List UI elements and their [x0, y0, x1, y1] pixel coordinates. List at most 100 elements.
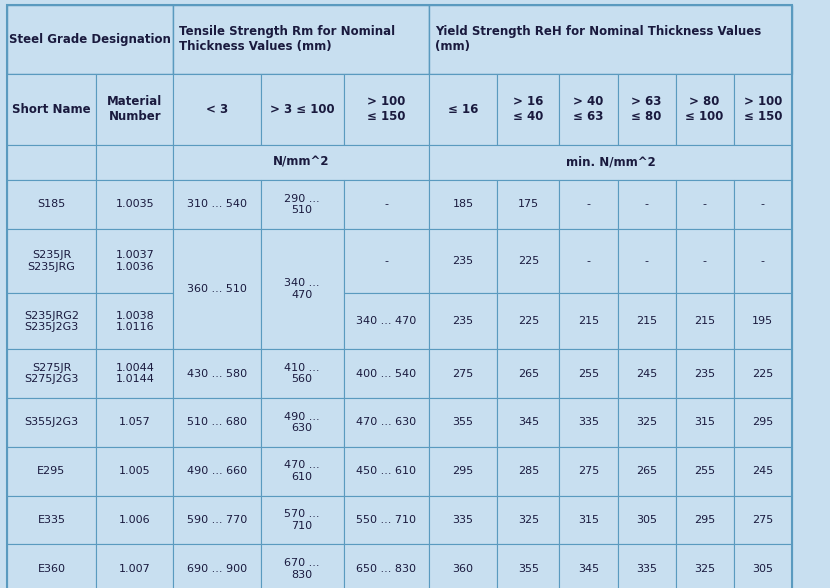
Text: > 100
≤ 150: > 100 ≤ 150: [744, 95, 782, 123]
Bar: [559, 447, 618, 496]
Text: Tensile Strength Rm for Nominal
Thickness Values (mm): Tensile Strength Rm for Nominal Thicknes…: [179, 25, 395, 54]
Bar: [676, 229, 734, 293]
Bar: [676, 544, 734, 588]
Bar: [618, 544, 676, 588]
Bar: [96, 496, 173, 544]
Text: 215: 215: [636, 316, 657, 326]
Text: > 16
≤ 40: > 16 ≤ 40: [513, 95, 544, 123]
Bar: [497, 496, 559, 544]
Text: -: -: [384, 199, 388, 209]
Bar: [261, 180, 344, 229]
Text: -: -: [587, 199, 590, 209]
Bar: [173, 145, 429, 180]
Bar: [429, 74, 497, 145]
Bar: [344, 293, 429, 349]
Bar: [261, 544, 344, 588]
Text: 245: 245: [752, 466, 774, 476]
Text: -: -: [703, 256, 706, 266]
Bar: [344, 349, 429, 398]
Bar: [429, 349, 497, 398]
Bar: [618, 398, 676, 447]
Bar: [96, 349, 173, 398]
Bar: [497, 544, 559, 588]
Bar: [559, 229, 618, 293]
Text: 335: 335: [636, 564, 657, 574]
Text: E335: E335: [37, 515, 66, 525]
Bar: [261, 229, 344, 349]
Text: -: -: [703, 199, 706, 209]
Text: S355J2G3: S355J2G3: [24, 417, 79, 427]
Bar: [429, 496, 497, 544]
Bar: [344, 180, 429, 229]
Text: 690 ... 900: 690 ... 900: [187, 564, 247, 574]
Text: 1.0038
1.0116: 1.0038 1.0116: [115, 310, 154, 332]
Text: 235: 235: [452, 256, 474, 266]
Text: 1.057: 1.057: [119, 417, 151, 427]
Text: 185: 185: [452, 199, 474, 209]
Text: Yield Strength ReH for Nominal Thickness Values
(mm): Yield Strength ReH for Nominal Thickness…: [435, 25, 761, 54]
Text: 315: 315: [578, 515, 599, 525]
Text: -: -: [384, 256, 388, 266]
Bar: [7, 229, 96, 293]
Text: 295: 295: [452, 466, 474, 476]
Bar: [7, 5, 173, 74]
Text: 295: 295: [694, 515, 715, 525]
Bar: [559, 74, 618, 145]
Bar: [173, 349, 261, 398]
Bar: [618, 293, 676, 349]
Bar: [618, 229, 676, 293]
Bar: [497, 349, 559, 398]
Bar: [96, 229, 173, 293]
Bar: [497, 74, 559, 145]
Text: min. N/mm^2: min. N/mm^2: [565, 156, 656, 169]
Text: 265: 265: [518, 369, 539, 379]
Text: 355: 355: [452, 417, 474, 427]
Bar: [497, 398, 559, 447]
Bar: [618, 496, 676, 544]
Bar: [96, 180, 173, 229]
Text: N/mm^2: N/mm^2: [273, 156, 330, 169]
Bar: [173, 544, 261, 588]
Bar: [344, 544, 429, 588]
Bar: [734, 180, 792, 229]
Text: -: -: [587, 256, 590, 266]
Text: ≤ 16: ≤ 16: [448, 103, 478, 116]
Bar: [7, 544, 96, 588]
Bar: [173, 74, 261, 145]
Bar: [676, 180, 734, 229]
Bar: [344, 398, 429, 447]
Bar: [261, 447, 344, 496]
Bar: [676, 447, 734, 496]
Text: 355: 355: [518, 564, 539, 574]
Text: 215: 215: [578, 316, 599, 326]
Bar: [344, 229, 429, 293]
Text: -: -: [645, 256, 648, 266]
Text: 225: 225: [518, 316, 539, 326]
Bar: [96, 398, 173, 447]
Text: 490 ... 660: 490 ... 660: [187, 466, 247, 476]
Bar: [734, 544, 792, 588]
Bar: [618, 74, 676, 145]
Text: S185: S185: [37, 199, 66, 209]
Text: 325: 325: [636, 417, 657, 427]
Bar: [344, 496, 429, 544]
Text: 290 ...
510: 290 ... 510: [285, 193, 320, 215]
Text: 285: 285: [518, 466, 539, 476]
Bar: [676, 398, 734, 447]
Text: S235JRG2
S235J2G3: S235JRG2 S235J2G3: [24, 310, 79, 332]
Text: > 40
≤ 63: > 40 ≤ 63: [574, 95, 603, 123]
Bar: [96, 293, 173, 349]
Text: 470 ... 630: 470 ... 630: [356, 417, 417, 427]
Text: 670 ...
830: 670 ... 830: [285, 558, 320, 580]
Text: 225: 225: [752, 369, 774, 379]
Text: 360: 360: [452, 564, 474, 574]
Text: 1.0044
1.0144: 1.0044 1.0144: [115, 363, 154, 385]
Text: Steel Grade Designation: Steel Grade Designation: [9, 33, 171, 46]
Text: 265: 265: [636, 466, 657, 476]
Bar: [676, 74, 734, 145]
Text: 325: 325: [694, 564, 715, 574]
Bar: [7, 496, 96, 544]
Text: 470 ...
610: 470 ... 610: [285, 460, 320, 482]
Text: 325: 325: [518, 515, 539, 525]
Text: 1.0037
1.0036: 1.0037 1.0036: [115, 250, 154, 272]
